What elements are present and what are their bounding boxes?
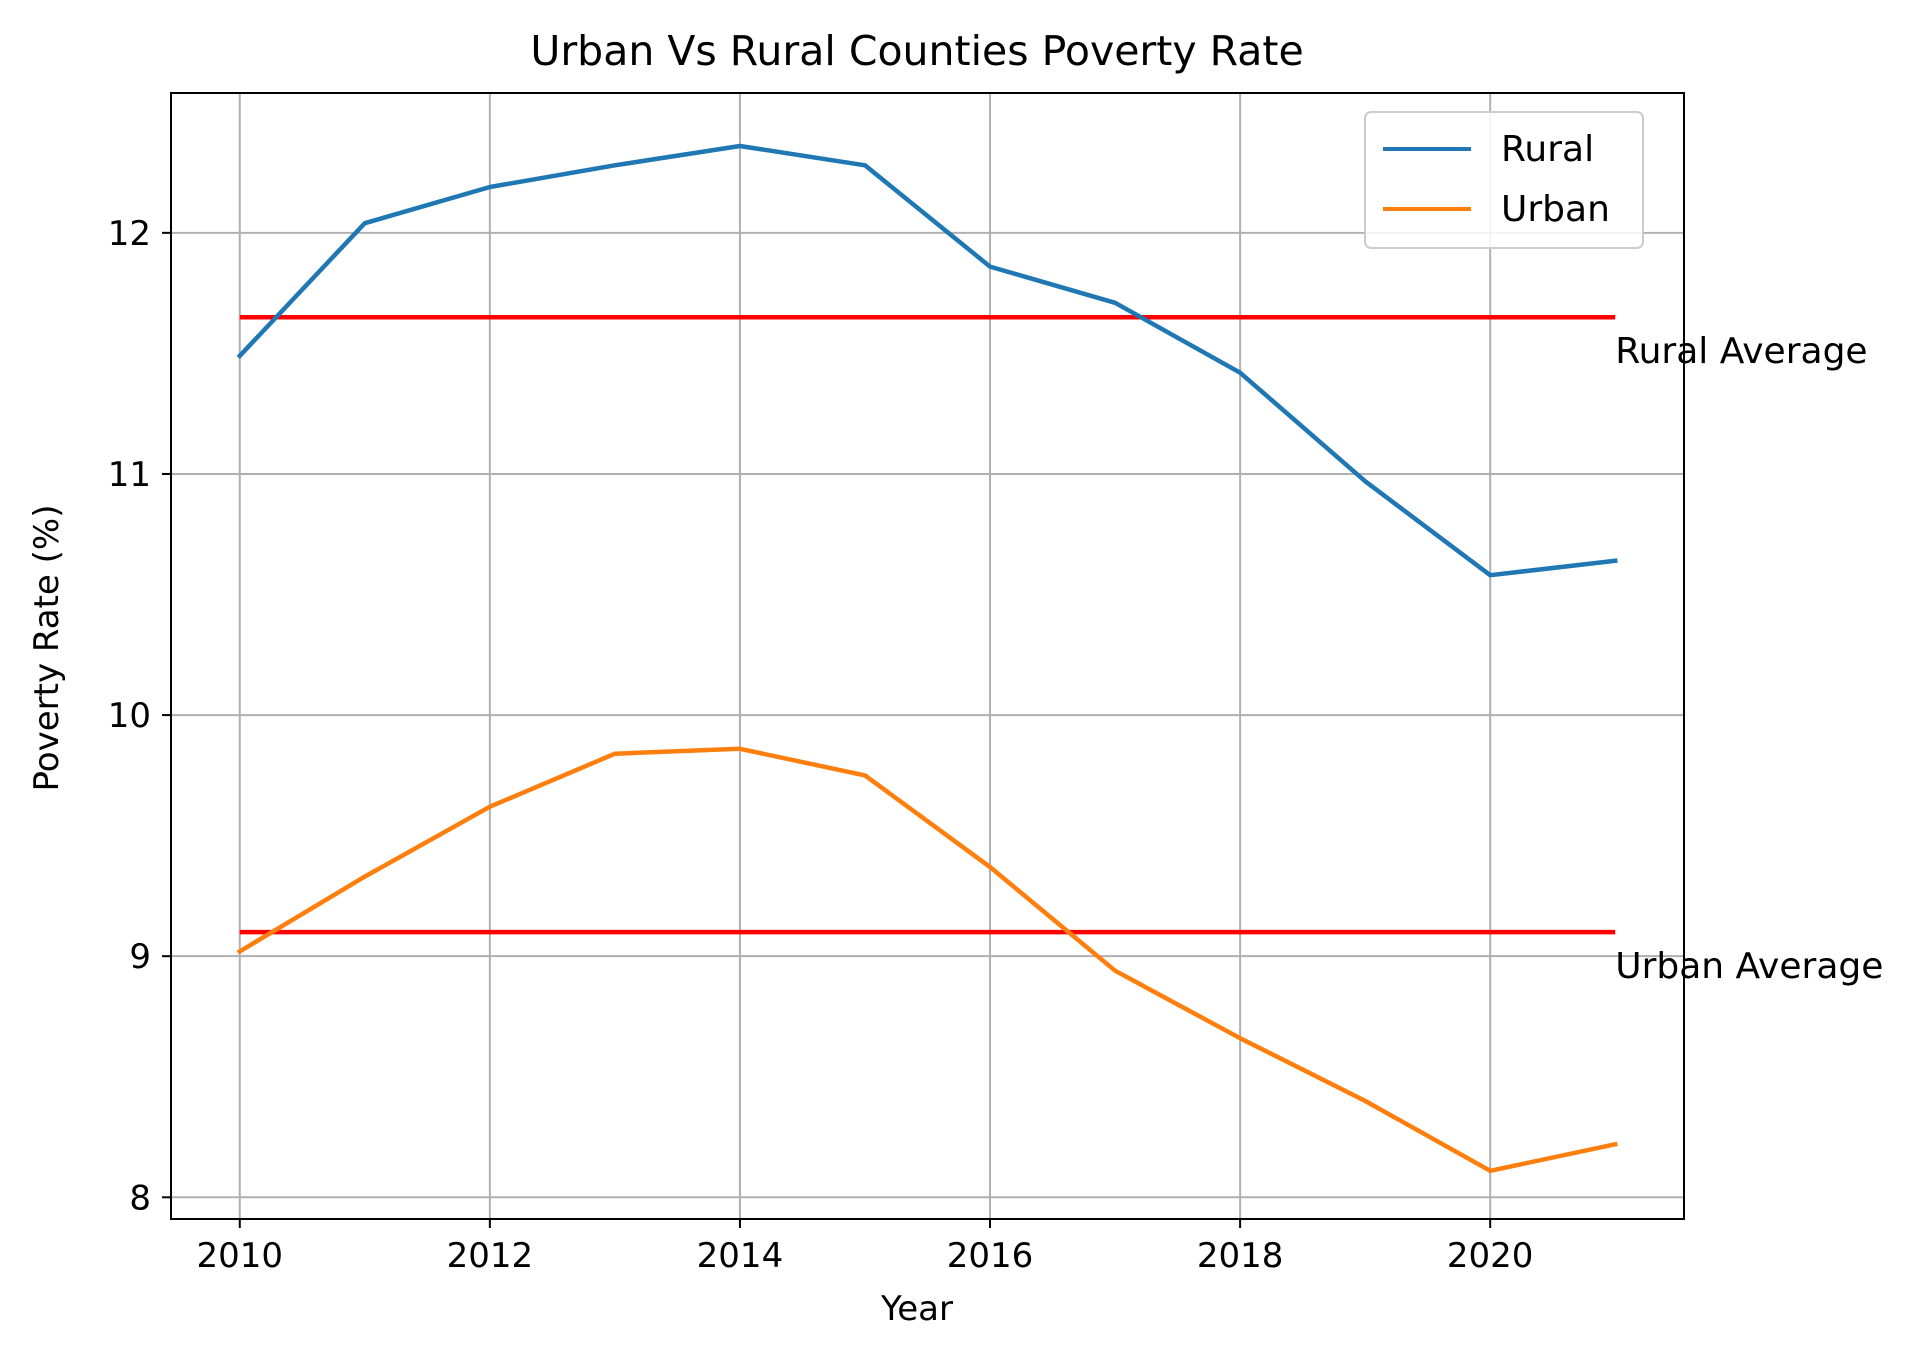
series-line-rural [236,143,1618,578]
series-line-urban [236,746,1618,1174]
axis-ticks: 2010 2012 2014 2016 2018 2020 8 9 10 11 12 [108,214,1534,1276]
y-tick-label: 11 [108,455,151,495]
annotation-rural-average: Rural Average [1615,331,1867,372]
annotation-urban-average: Urban Average [1615,946,1883,987]
x-tick-label: 2012 [447,1236,534,1276]
y-tick-label: 10 [108,696,151,736]
x-tick-label: 2020 [1447,1236,1534,1276]
y-tick-label: 12 [108,214,151,254]
x-tick-label: 2014 [697,1236,784,1276]
legend-label-rural: Rural [1501,129,1594,170]
legend-label-urban: Urban [1501,189,1610,230]
legend-box [1364,111,1644,249]
x-tick-label: 2018 [1197,1236,1284,1276]
plot-frame [170,92,1685,1220]
chart-title: Urban Vs Rural Counties Poverty Rate [530,27,1303,75]
legend: Rural Urban [1364,111,1644,249]
x-tick-label: 2016 [947,1236,1034,1276]
x-tick-label: 2010 [197,1236,284,1276]
series-lines [236,143,1618,1174]
x-axis-label: Year [880,1289,953,1329]
y-tick-label: 8 [129,1178,151,1218]
annotations: Rural Average Urban Average [1615,331,1883,987]
y-tick-label: 9 [129,937,151,977]
y-axis-label: Poverty Rate (%) [27,505,67,792]
reference-lines [239,314,1616,935]
